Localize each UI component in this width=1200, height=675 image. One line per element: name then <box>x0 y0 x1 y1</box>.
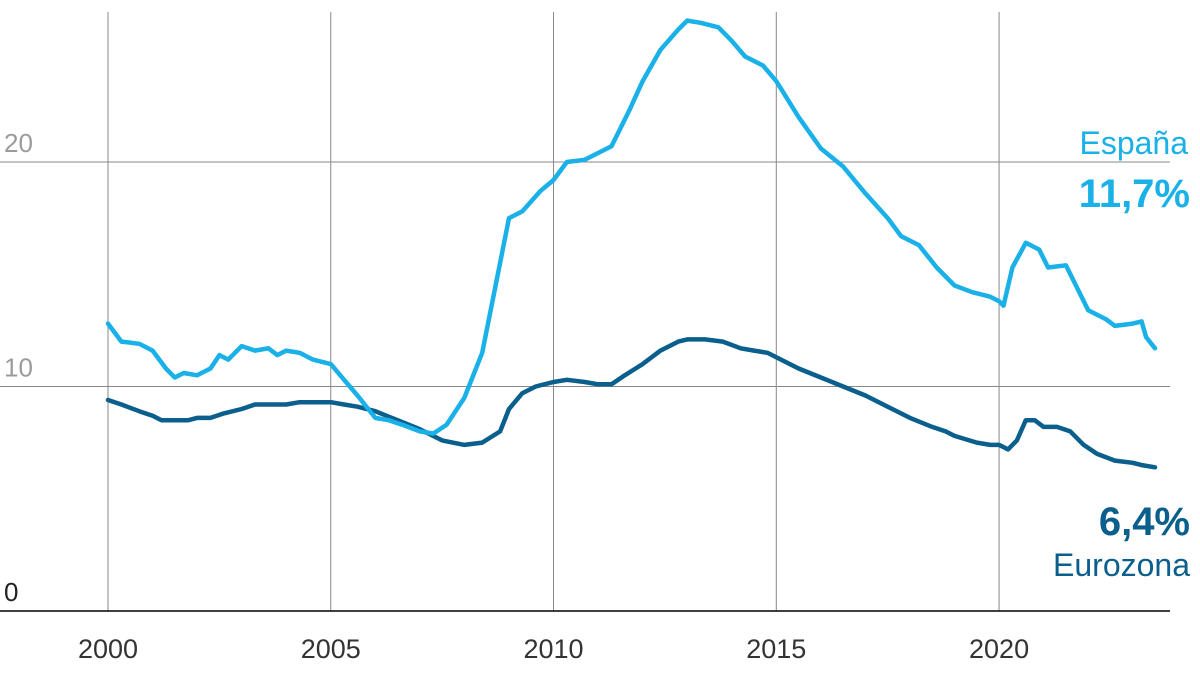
eurozona-series-label: Eurozona <box>1053 547 1190 583</box>
y-tick-label-10: 10 <box>4 353 33 383</box>
eurozona-value-label: 6,4% <box>1099 500 1190 544</box>
espana-value-label: 11,7% <box>1079 172 1190 216</box>
x-tick-label-2015: 2015 <box>746 634 806 664</box>
series-line-eurozona <box>105 337 1158 470</box>
x-tick-label-2000: 2000 <box>78 634 138 664</box>
y-axis-ticks: 0 10 20 <box>4 128 33 607</box>
series-line-espana <box>105 18 1158 436</box>
espana-series-label: España <box>1079 125 1188 161</box>
x-tick-label-2010: 2010 <box>523 634 583 664</box>
y-tick-label-0: 0 <box>4 577 18 607</box>
series-lines <box>105 18 1158 470</box>
x-axis-ticks: 2000 2005 2010 2015 2020 <box>78 634 1029 664</box>
x-tick-label-2020: 2020 <box>969 634 1029 664</box>
vertical-gridlines <box>107 12 1000 611</box>
y-tick-label-20: 20 <box>4 128 33 158</box>
horizontal-gridlines <box>0 161 1170 612</box>
x-tick-label-2005: 2005 <box>301 634 361 664</box>
